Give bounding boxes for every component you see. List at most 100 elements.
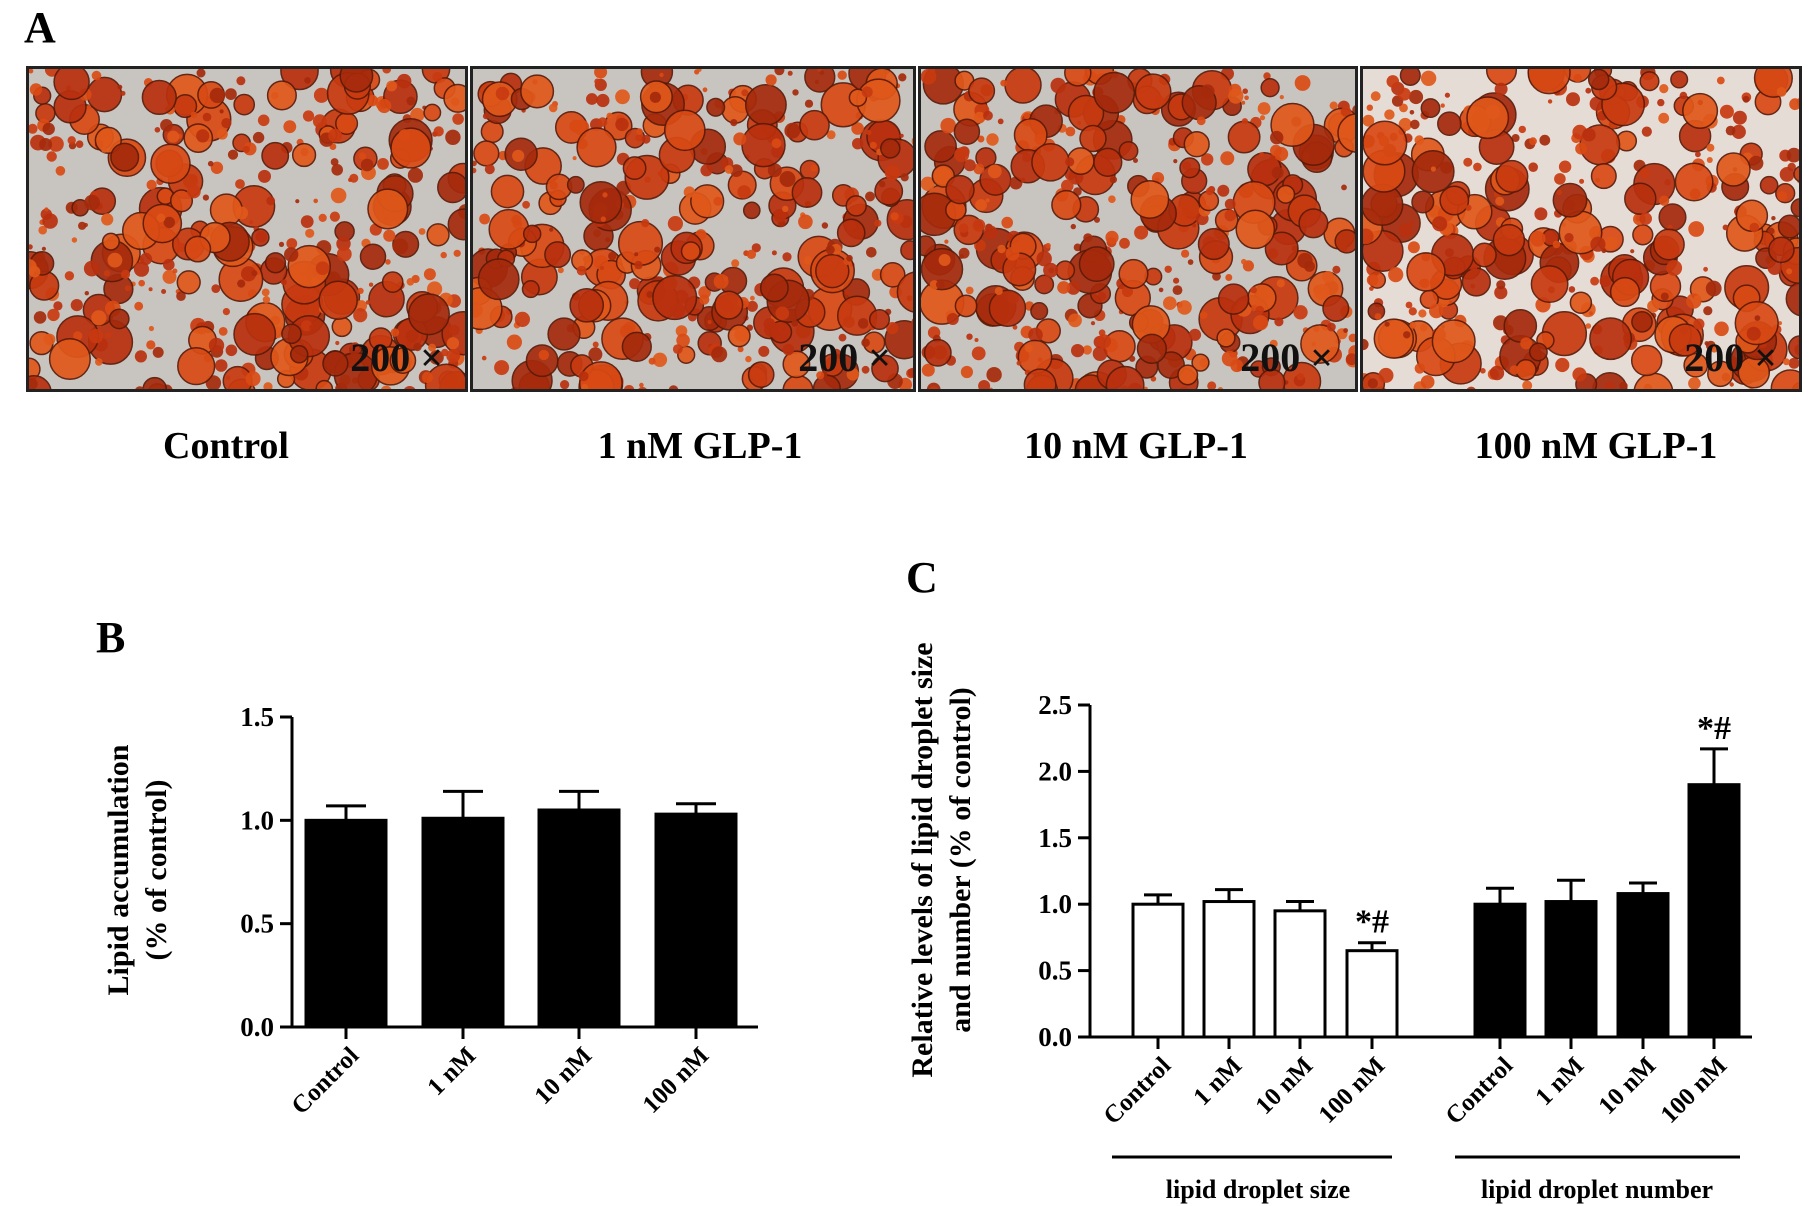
lipid-droplet	[745, 355, 752, 363]
lipid-droplet	[1509, 365, 1519, 375]
lipid-droplet	[196, 129, 210, 143]
lipid-droplet	[697, 69, 702, 72]
lipid-droplet	[803, 256, 813, 265]
lipid-droplet	[602, 192, 608, 198]
lipid-droplet	[1332, 265, 1341, 274]
lipid-droplet	[1547, 99, 1553, 104]
lipid-droplet	[1228, 88, 1244, 104]
c-y-tick-label: 1.0	[1038, 889, 1072, 919]
lipid-droplet	[1579, 178, 1585, 184]
micrograph-1nm: 200 ×	[470, 66, 916, 392]
lipid-droplet	[707, 319, 712, 325]
lipid-droplet	[1564, 233, 1574, 243]
lipid-droplet	[103, 270, 111, 277]
lipid-droplet	[1419, 324, 1428, 332]
lipid-droplet	[1631, 310, 1653, 333]
lipid-droplet	[101, 232, 120, 251]
lipid-droplet	[1043, 262, 1059, 278]
lipid-droplet	[773, 209, 787, 223]
lipid-droplet	[161, 289, 167, 294]
lipid-droplet	[514, 311, 530, 327]
lipid-droplet	[169, 189, 194, 213]
lipid-droplet	[1609, 276, 1641, 308]
lipid-droplet	[1274, 317, 1284, 327]
lipid-droplet	[1668, 323, 1702, 357]
lipid-droplet	[714, 290, 744, 320]
lipid-droplet	[997, 244, 1006, 254]
lipid-droplet	[1465, 204, 1472, 211]
lipid-droplet	[988, 289, 1027, 327]
lipid-droplet	[1296, 373, 1305, 381]
lipid-droplet	[845, 195, 867, 217]
lipid-droplet	[1444, 92, 1450, 98]
lipid-droplet	[1706, 143, 1715, 152]
condition-label-control: Control	[163, 425, 289, 467]
lipid-droplet	[1122, 286, 1133, 297]
lipid-droplet	[167, 130, 180, 143]
lipid-droplet	[1770, 369, 1799, 389]
lipid-droplet	[615, 117, 629, 132]
lipid-droplet	[1217, 387, 1224, 389]
lipid-droplet	[1695, 151, 1701, 158]
lipid-droplet	[1225, 274, 1233, 281]
lipid-droplet	[426, 223, 450, 247]
lipid-droplet	[348, 177, 353, 182]
b-bar	[421, 816, 505, 1029]
lipid-droplet	[1276, 279, 1285, 288]
lipid-droplet	[798, 214, 813, 230]
lipid-droplet	[825, 245, 835, 255]
lipid-droplet	[351, 342, 360, 351]
lipid-droplet	[767, 163, 782, 178]
lipid-droplet	[1420, 70, 1437, 86]
lipid-droplet	[1714, 321, 1729, 337]
lipid-droplet	[953, 118, 981, 146]
lipid-droplet	[329, 211, 340, 222]
lipid-droplet	[706, 97, 726, 117]
lipid-droplet	[936, 280, 945, 289]
lipid-droplet	[139, 252, 153, 265]
lipid-droplet	[700, 164, 713, 177]
lipid-droplet	[433, 126, 444, 137]
b-y-tick-label: 1.5	[240, 702, 274, 732]
lipid-droplet	[1078, 246, 1115, 283]
lipid-droplet	[1782, 358, 1790, 366]
lipid-droplet	[1108, 195, 1116, 203]
lipid-droplet	[1163, 296, 1177, 310]
lipid-droplet	[1370, 91, 1381, 102]
lipid-droplet	[1746, 326, 1761, 341]
lipid-droplet	[1429, 303, 1444, 319]
lipid-droplet	[214, 359, 228, 372]
lipid-droplet	[782, 350, 811, 379]
lipid-droplet	[1224, 209, 1237, 222]
lipid-droplet	[1260, 78, 1280, 98]
c-group-label: lipid droplet size	[1166, 1175, 1350, 1204]
lipid-droplet	[522, 200, 530, 209]
lipid-droplet	[446, 349, 461, 363]
lipid-droplet	[1492, 223, 1526, 257]
lipid-droplet	[1592, 371, 1628, 389]
lipid-droplet	[1051, 189, 1082, 221]
lipid-droplet	[1528, 342, 1548, 362]
lipid-droplet	[110, 142, 140, 172]
lipid-droplet	[1411, 150, 1455, 194]
lipid-droplet	[826, 130, 836, 140]
lipid-droplet	[84, 194, 100, 211]
lipid-droplet	[1070, 223, 1076, 230]
lipid-droplet	[424, 363, 465, 389]
lipid-droplet	[233, 312, 277, 356]
lipid-droplet	[1181, 249, 1190, 258]
lipid-droplet	[1706, 157, 1713, 163]
b-bar	[537, 808, 621, 1029]
magnification-label: 200 ×	[798, 335, 891, 380]
lipid-droplet	[390, 328, 400, 337]
lipid-droplet	[360, 158, 374, 172]
lipid-droplet	[237, 279, 246, 288]
lipid-droplet	[41, 246, 46, 251]
lipid-droplet	[804, 69, 836, 93]
lipid-droplet	[750, 295, 755, 301]
lipid-droplet	[1793, 165, 1799, 183]
lipid-droplet	[278, 241, 285, 247]
lipid-droplet	[1220, 151, 1235, 166]
lipid-droplet	[353, 308, 368, 323]
lipid-droplet	[592, 341, 599, 348]
